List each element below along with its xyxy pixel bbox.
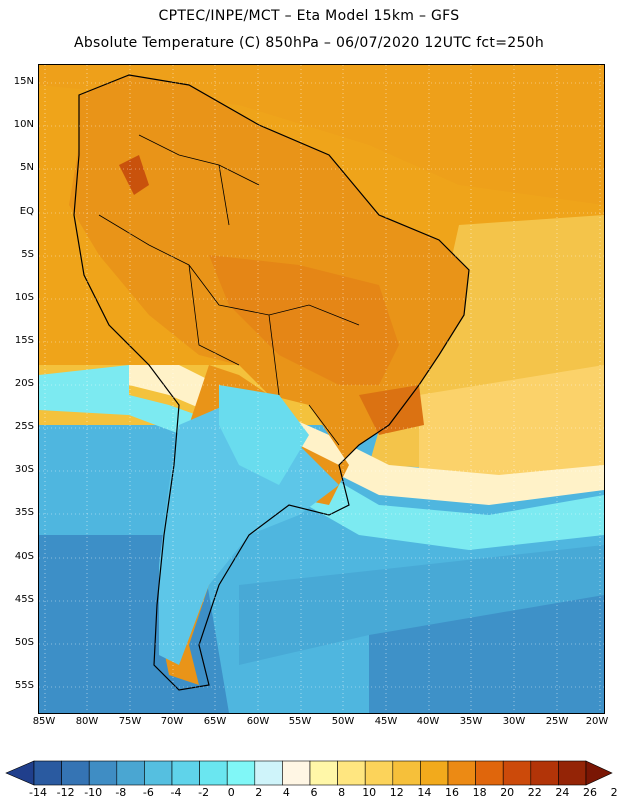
lon-label: 35W — [459, 716, 483, 727]
colorbar-swatch — [447, 760, 476, 786]
lat-label: 25S — [14, 421, 34, 432]
lat-label: 50S — [14, 637, 34, 648]
lon-label: 80W — [75, 716, 99, 727]
colorbar-swatch — [254, 760, 283, 786]
country-borders — [98, 134, 360, 446]
colorbar-label: 8 — [338, 786, 346, 799]
sea-front-cyan — [39, 365, 604, 550]
sea-orange-north — [39, 65, 604, 205]
lat-label: 35S — [14, 507, 34, 518]
colorbar-swatch — [364, 760, 394, 786]
colorbar-label: 4 — [282, 786, 290, 799]
colorbar-label: 16 — [445, 786, 459, 799]
colorbar-swatch — [502, 760, 532, 786]
lat-label: 5N — [20, 162, 34, 173]
colorbar-swatch — [392, 760, 421, 786]
lon-label: 25W — [545, 716, 569, 727]
lon-label: 60W — [246, 716, 270, 727]
colorbar-swatch — [88, 760, 118, 786]
land-hot-spot-se — [359, 385, 424, 435]
colorbar-arrow-left — [5, 760, 35, 786]
colorbar-label: -2 — [198, 786, 210, 799]
sea-paleyellow — [419, 365, 604, 485]
map-canvas — [39, 65, 604, 713]
lon-label: 45W — [374, 716, 398, 727]
lat-label: 15S — [14, 335, 34, 346]
lat-label: 40S — [14, 551, 34, 562]
colorbar-swatch — [144, 760, 173, 786]
colorbar-arrow-right — [585, 760, 613, 786]
lon-label: 30W — [502, 716, 526, 727]
land-cold-south — [159, 395, 339, 665]
lat-label: 5S — [21, 249, 34, 260]
land-hot-spot-andes — [119, 155, 149, 195]
colorbar-label: 12 — [389, 786, 404, 799]
graticule — [39, 65, 604, 713]
temperature-map — [38, 64, 605, 714]
sea-mid-s — [239, 545, 604, 665]
lon-label: 40W — [416, 716, 440, 727]
lon-label: 85W — [32, 716, 56, 727]
lat-label: 10N — [13, 119, 34, 130]
colorbar-swatch — [558, 760, 587, 786]
colorbar-swatch — [61, 760, 90, 786]
colorbar-swatch — [530, 760, 559, 786]
lat-label: 20S — [14, 378, 34, 389]
colorbar-label: 26 — [583, 786, 597, 799]
colorbar-label: 2 — [255, 786, 263, 799]
colorbar-label: 20 — [500, 786, 515, 799]
colorbar-label: 6 — [310, 786, 318, 799]
colorbar-label: -6 — [142, 786, 154, 799]
colorbar-label: 10 — [362, 786, 377, 799]
lat-label: 55S — [14, 680, 34, 691]
colorbar-label: -14 — [29, 786, 47, 799]
colorbar-swatch — [420, 760, 449, 786]
colorbar-swatch — [33, 760, 62, 786]
coastline — [73, 74, 470, 691]
colorbar-label: 22 — [527, 786, 542, 799]
lat-label: 10S — [14, 292, 34, 303]
colorbar-label: 28 — [610, 786, 618, 799]
land-cyan-center — [219, 385, 309, 485]
colorbar-label: -10 — [84, 786, 103, 799]
lat-label: 30S — [14, 464, 34, 475]
colorbar-label: 14 — [417, 786, 432, 799]
lon-label: 65W — [203, 716, 227, 727]
colorbar-swatch — [171, 760, 200, 786]
lat-label: 45S — [14, 594, 34, 605]
colorbar-swatch — [199, 760, 228, 786]
colorbar-label: 18 — [472, 786, 487, 799]
lon-label: 70W — [160, 716, 184, 727]
colorbar-swatch — [226, 760, 256, 786]
land-hot-core — [209, 255, 399, 385]
lon-label: 50W — [331, 716, 355, 727]
colorbar-swatch — [337, 760, 366, 786]
lon-label: 20W — [585, 716, 609, 727]
colorbar-swatch — [116, 760, 145, 786]
map-subtitle: Absolute Temperature (C) 850hPa – 06/07/… — [73, 35, 545, 51]
colorbar-swatch — [282, 760, 311, 786]
colorbar-label: -4 — [170, 786, 182, 799]
lon-label: 75W — [118, 716, 142, 727]
land-south-america — [69, 75, 469, 685]
colorbar-label: -12 — [56, 786, 75, 799]
lon-label: 55W — [288, 716, 312, 727]
colorbar-label: 0 — [227, 786, 235, 799]
colorbar-swatch — [309, 760, 338, 786]
lat-label: EQ — [19, 206, 34, 217]
colorbar-swatch — [475, 760, 504, 786]
colorbar — [5, 760, 613, 786]
colorbar-label: -8 — [115, 786, 127, 799]
colorbar-label: 24 — [555, 786, 570, 799]
lat-label: 15N — [13, 76, 34, 87]
map-title: CPTEC/INPE/MCT – Eta Model 15km – GFS — [158, 8, 460, 24]
